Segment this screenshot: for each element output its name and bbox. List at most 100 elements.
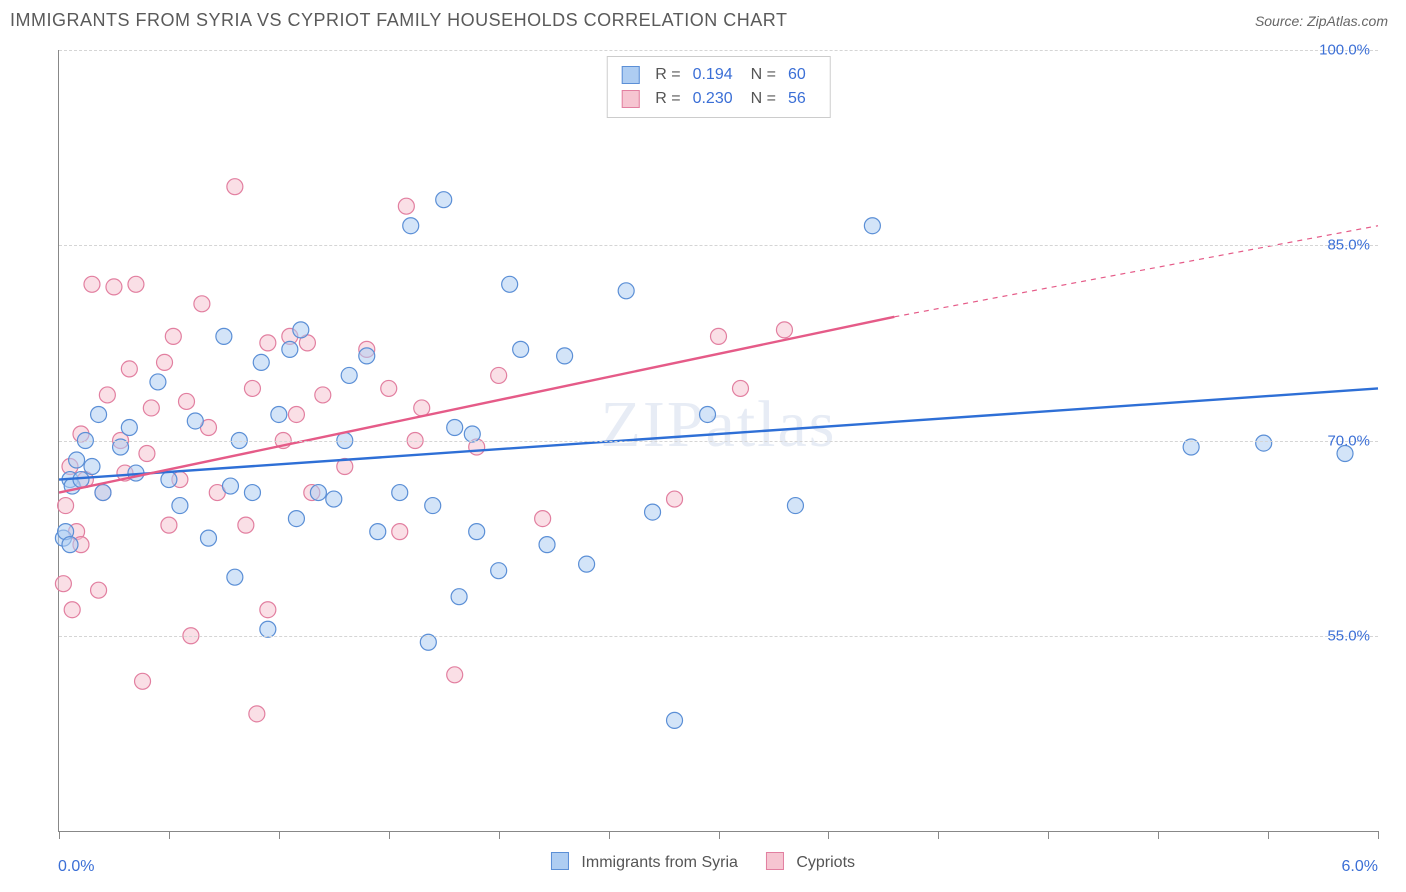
data-point [370, 524, 386, 540]
data-point [293, 322, 309, 338]
data-point [187, 413, 203, 429]
swatch-syria [621, 66, 639, 84]
data-point [157, 354, 173, 370]
source-attribution: Source: ZipAtlas.com [1255, 13, 1388, 29]
data-point [227, 179, 243, 195]
data-point [143, 400, 159, 416]
data-point [1256, 435, 1272, 451]
data-point [172, 498, 188, 514]
data-point [398, 198, 414, 214]
data-point [491, 367, 507, 383]
x-tick [169, 831, 170, 839]
data-point [700, 406, 716, 422]
data-point [732, 380, 748, 396]
x-tick [719, 831, 720, 839]
data-point [326, 491, 342, 507]
data-point [436, 192, 452, 208]
data-point [244, 380, 260, 396]
series-legend: Immigrants from Syria Cypriots [551, 852, 855, 872]
data-point [469, 524, 485, 540]
series-name-cypriots: Cypriots [796, 854, 855, 871]
legend-row-cypriots: R = 0.230 N = 56 [621, 87, 816, 111]
data-point [84, 459, 100, 475]
legend-row-syria: R = 0.194 N = 60 [621, 63, 816, 87]
x-min-label: 0.0% [58, 858, 94, 876]
r-value-syria: 0.194 [693, 63, 733, 87]
data-point [200, 530, 216, 546]
data-point [64, 602, 80, 618]
y-tick-label: 55.0% [1327, 627, 1370, 644]
data-point [62, 537, 78, 553]
data-point [139, 446, 155, 462]
data-point [260, 335, 276, 351]
data-point [539, 537, 555, 553]
data-point [222, 478, 238, 494]
x-tick [279, 831, 280, 839]
data-point [91, 582, 107, 598]
plot-area: ZIPatlas R = 0.194 N = 60 R = 0.230 N = … [58, 50, 1378, 832]
n-value-cypriots: 56 [788, 87, 806, 111]
r-label: R = [655, 63, 680, 87]
data-point [121, 361, 137, 377]
data-point [451, 589, 467, 605]
data-point [425, 498, 441, 514]
data-point [95, 485, 111, 501]
data-point [55, 576, 71, 592]
x-tick [609, 831, 610, 839]
data-point [392, 524, 408, 540]
data-point [667, 491, 683, 507]
x-tick [1378, 831, 1379, 839]
r-label: R = [655, 87, 680, 111]
data-point [447, 667, 463, 683]
data-point [84, 276, 100, 292]
x-tick [828, 831, 829, 839]
n-value-syria: 60 [788, 63, 806, 87]
swatch-cypriots [766, 852, 784, 870]
x-tick [1268, 831, 1269, 839]
trend-line [59, 388, 1378, 479]
y-tick-label: 70.0% [1327, 432, 1370, 449]
data-point [776, 322, 792, 338]
x-tick [59, 831, 60, 839]
data-point [216, 328, 232, 344]
data-point [128, 276, 144, 292]
data-point [244, 485, 260, 501]
data-point [106, 279, 122, 295]
data-point [513, 341, 529, 357]
n-label: N = [751, 63, 776, 87]
correlation-legend: R = 0.194 N = 60 R = 0.230 N = 56 [606, 56, 831, 118]
data-point [864, 218, 880, 234]
data-point [260, 602, 276, 618]
data-point [69, 452, 85, 468]
x-tick [1158, 831, 1159, 839]
data-point [557, 348, 573, 364]
data-point [315, 387, 331, 403]
swatch-cypriots [621, 90, 639, 108]
x-tick [499, 831, 500, 839]
data-point [787, 498, 803, 514]
x-tick [389, 831, 390, 839]
n-label: N = [751, 87, 776, 111]
data-point [249, 706, 265, 722]
data-point [447, 419, 463, 435]
data-point [165, 328, 181, 344]
data-point [150, 374, 166, 390]
data-point [99, 387, 115, 403]
data-point [194, 296, 210, 312]
data-point [282, 341, 298, 357]
data-point [253, 354, 269, 370]
r-value-cypriots: 0.230 [693, 87, 733, 111]
data-point [711, 328, 727, 344]
data-point [310, 485, 326, 501]
chart-title: IMMIGRANTS FROM SYRIA VS CYPRIOT FAMILY … [10, 10, 787, 31]
data-point [91, 406, 107, 422]
chart-container: Family Households ZIPatlas R = 0.194 N =… [10, 40, 1396, 882]
data-point [288, 511, 304, 527]
data-point [179, 393, 195, 409]
data-point [271, 406, 287, 422]
gridline [59, 636, 1378, 637]
legend-item-syria: Immigrants from Syria [551, 852, 738, 872]
data-point [359, 348, 375, 364]
data-point [58, 498, 74, 514]
gridline [59, 245, 1378, 246]
